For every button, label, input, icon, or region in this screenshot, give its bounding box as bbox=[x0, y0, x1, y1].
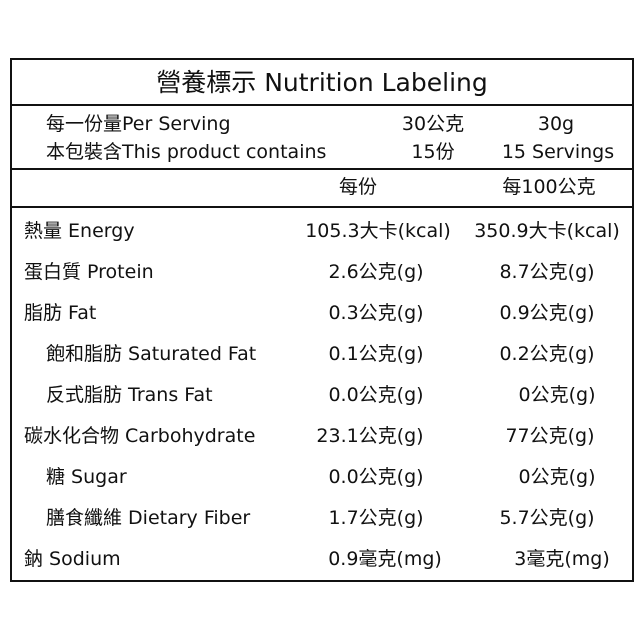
nutrient-name: 蛋白質 Protein bbox=[24, 261, 154, 283]
nutrient-name: 糖 Sugar bbox=[46, 466, 127, 488]
serving-label: 每一份量Per Serving bbox=[46, 113, 231, 135]
column-header: 每份 bbox=[338, 176, 378, 198]
per-100g: 0.2公克(g) bbox=[499, 343, 595, 365]
nutrient-name: 碳水化合物 Carbohydrate bbox=[24, 425, 256, 447]
serving-value: 15 Servings bbox=[501, 141, 615, 163]
label-border bbox=[10, 58, 634, 582]
divider bbox=[10, 206, 634, 208]
per-100g: 350.9大卡(kcal) bbox=[474, 220, 620, 242]
serving-value: 15份 bbox=[411, 141, 455, 163]
serving-value: 30公克 bbox=[401, 113, 465, 135]
divider bbox=[10, 168, 634, 170]
divider bbox=[10, 104, 634, 106]
column-header: 每100公克 bbox=[502, 176, 596, 198]
per-serving: 0.3公克(g) bbox=[328, 302, 424, 324]
per-serving: 105.3大卡(kcal) bbox=[305, 220, 451, 242]
nutrient-name: 鈉 Sodium bbox=[24, 548, 121, 570]
per-100g: 3毫克(mg) bbox=[514, 548, 610, 570]
per-serving: 1.7公克(g) bbox=[328, 507, 424, 529]
per-serving: 0.9毫克(mg) bbox=[328, 548, 442, 570]
per-100g: 5.7公克(g) bbox=[499, 507, 595, 529]
nutrient-name: 飽和脂肪 Saturated Fat bbox=[46, 343, 257, 365]
nutrient-name: 熱量 Energy bbox=[24, 220, 135, 242]
nutrient-name: 膳食纖維 Dietary Fiber bbox=[46, 507, 251, 529]
per-100g: 0公克(g) bbox=[518, 466, 596, 488]
per-serving: 0.1公克(g) bbox=[328, 343, 424, 365]
per-100g: 0公克(g) bbox=[518, 384, 596, 406]
per-serving: 2.6公克(g) bbox=[328, 261, 424, 283]
title: 營養標示 Nutrition Labeling bbox=[156, 68, 488, 97]
nutrient-name: 反式脂肪 Trans Fat bbox=[46, 384, 213, 406]
per-serving: 23.1公克(g) bbox=[316, 425, 424, 447]
per-100g: 0.9公克(g) bbox=[499, 302, 595, 324]
serving-label: 本包裝含This product contains bbox=[46, 141, 327, 163]
per-100g: 77公克(g) bbox=[505, 425, 595, 447]
per-serving: 0.0公克(g) bbox=[328, 384, 424, 406]
per-100g: 8.7公克(g) bbox=[499, 261, 595, 283]
nutrient-name: 脂肪 Fat bbox=[24, 302, 97, 324]
per-serving: 0.0公克(g) bbox=[328, 466, 424, 488]
serving-value: 30g bbox=[537, 113, 575, 135]
